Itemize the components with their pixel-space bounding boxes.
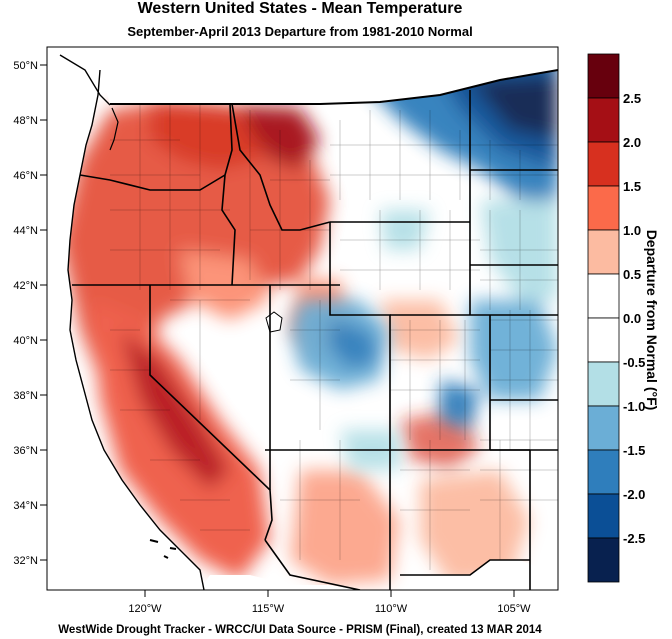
lon-label: 115°W (252, 603, 285, 615)
lat-label: 40°N (13, 335, 38, 347)
lat-label: 50°N (13, 60, 38, 72)
lat-label: 36°N (13, 445, 38, 457)
colorbar-tick-label: 0.5 (623, 267, 641, 282)
colorbar-segment (587, 449, 620, 495)
colorbar-tick-label: -0.5 (623, 355, 645, 370)
longitude-axis: 120°W 115°W 110°W 105°W (128, 590, 531, 615)
lat-label: 38°N (13, 390, 38, 402)
colorbar-tick-label: -1.5 (623, 443, 645, 458)
colorbar-segment (587, 273, 620, 319)
latitude-axis: 50°N 48°N 46°N 44°N 42°N 40°N 38°N 36°N 34°N 32°N (13, 60, 47, 567)
colorbar-tick-label: 1.0 (623, 223, 641, 238)
anomaly-field (47, 47, 558, 590)
colorbar-segment (587, 405, 620, 451)
colorbar-tick-label: -2.5 (623, 531, 645, 546)
colorbar-segment (587, 229, 620, 275)
map-title: Western United States - Mean Temperature (137, 0, 463, 17)
lon-label: 120°W (128, 603, 162, 615)
colorbar-tick-label: -2.0 (623, 487, 645, 502)
colorbar-segment (587, 493, 620, 539)
lat-label: 44°N (13, 225, 38, 237)
colorbar-tick-label: 1.5 (623, 179, 641, 194)
colorbar-segment (587, 53, 620, 99)
map-subtitle: September-April 2013 Departure from 1981… (127, 24, 473, 39)
lat-label: 34°N (13, 500, 38, 512)
colorbar-segment (587, 361, 620, 407)
colorbar-segment (587, 317, 620, 363)
colorbar: 2.5 2.0 1.5 1.0 0.5 0.0 -0.5 -1.0 -1.5 -2.0 -2.5 (587, 53, 645, 583)
map-footer: WestWide Drought Tracker - WRCC/UI Data … (58, 624, 542, 636)
colorbar-tick-label: 2.0 (623, 135, 641, 150)
lat-label: 32°N (13, 555, 38, 567)
lat-label: 46°N (13, 170, 38, 182)
colorbar-segment (587, 97, 620, 143)
colorbar-segment (587, 185, 620, 231)
lat-label: 42°N (13, 280, 38, 292)
colorbar-tick-label: 0.0 (623, 311, 641, 326)
colorbar-tick-label: -1.0 (623, 399, 645, 414)
lat-label: 48°N (13, 115, 38, 127)
colorbar-segment (587, 141, 620, 187)
colorbar-segment (587, 537, 620, 583)
colorbar-tick-label: 2.5 (623, 91, 641, 106)
colorbar-title: Departure from Normal (°F) (644, 229, 660, 411)
lon-label: 110°W (375, 603, 408, 615)
map-frame (46, 46, 559, 591)
lon-label: 105°W (497, 603, 531, 615)
